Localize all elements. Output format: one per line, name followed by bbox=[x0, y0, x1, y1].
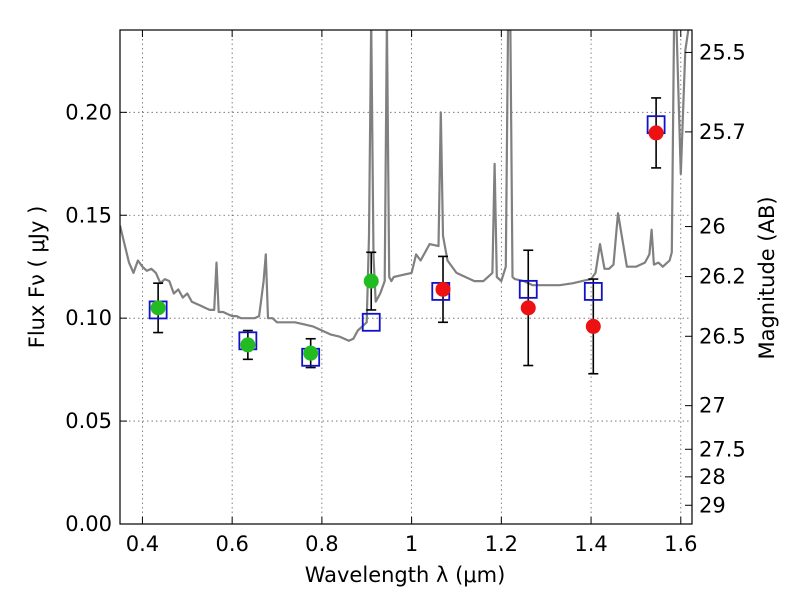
y2-tick-label: 27.5 bbox=[699, 437, 746, 461]
model-spectrum-line bbox=[120, 30, 690, 342]
y-tick-label: 0.00 bbox=[65, 512, 112, 536]
observed-flux-point bbox=[240, 337, 256, 353]
y2-tick-label: 25.7 bbox=[699, 120, 746, 144]
data-layer bbox=[120, 30, 690, 375]
x-axis-label: Wavelength λ (μm) bbox=[305, 563, 506, 587]
observed-flux-point bbox=[150, 300, 166, 316]
observed-flux-point bbox=[520, 300, 536, 316]
y2-tick-label: 27 bbox=[699, 394, 726, 418]
y2-axis-label: Magnitude (AB) bbox=[755, 196, 779, 359]
y2-tick-label: 25.5 bbox=[699, 40, 746, 64]
plot-frame bbox=[119, 29, 693, 525]
y-axis-label: Flux Fν ( μJy ) bbox=[25, 206, 49, 349]
magnitude-axis: 25.5 25.7 26 26.2 26.5 27 27.5 28 29 bbox=[685, 40, 746, 517]
observed-flux-point bbox=[363, 273, 379, 289]
observed-flux-point bbox=[435, 281, 451, 297]
x-tick-label: 1.4 bbox=[574, 532, 607, 556]
model-flux-marker bbox=[518, 279, 538, 299]
y-tick-label: 0.20 bbox=[65, 100, 112, 124]
x-tick-label: 1 bbox=[405, 532, 418, 556]
y2-tick-label: 29 bbox=[699, 493, 726, 517]
y2-tick-label: 26 bbox=[699, 215, 726, 239]
model-flux-marker bbox=[583, 282, 603, 301]
x-tick-label: 0.4 bbox=[126, 532, 159, 556]
y-tick-label: 0.10 bbox=[65, 306, 112, 330]
x-tick-label: 1.2 bbox=[485, 532, 518, 556]
observed-flux-point bbox=[303, 345, 319, 361]
observed-flux-point bbox=[648, 125, 664, 141]
y-tick-label: 0.05 bbox=[65, 409, 112, 433]
y2-tick-label: 26.5 bbox=[699, 324, 746, 348]
y2-tick-label: 28 bbox=[699, 465, 726, 489]
observed-flux-point bbox=[585, 318, 601, 334]
x-tick-label: 1.6 bbox=[664, 532, 697, 556]
plot-area: 0.4 0.6 0.8 1 1.2 1.4 1.6 0.00 0.05 0.10 0.15 0.20 bbox=[65, 29, 697, 556]
y2-tick-label: 26.2 bbox=[699, 265, 746, 289]
x-tick-label: 0.6 bbox=[215, 532, 248, 556]
y-tick-label: 0.15 bbox=[65, 203, 112, 227]
model-flux-marker bbox=[361, 312, 381, 332]
x-tick-label: 0.8 bbox=[305, 532, 338, 556]
